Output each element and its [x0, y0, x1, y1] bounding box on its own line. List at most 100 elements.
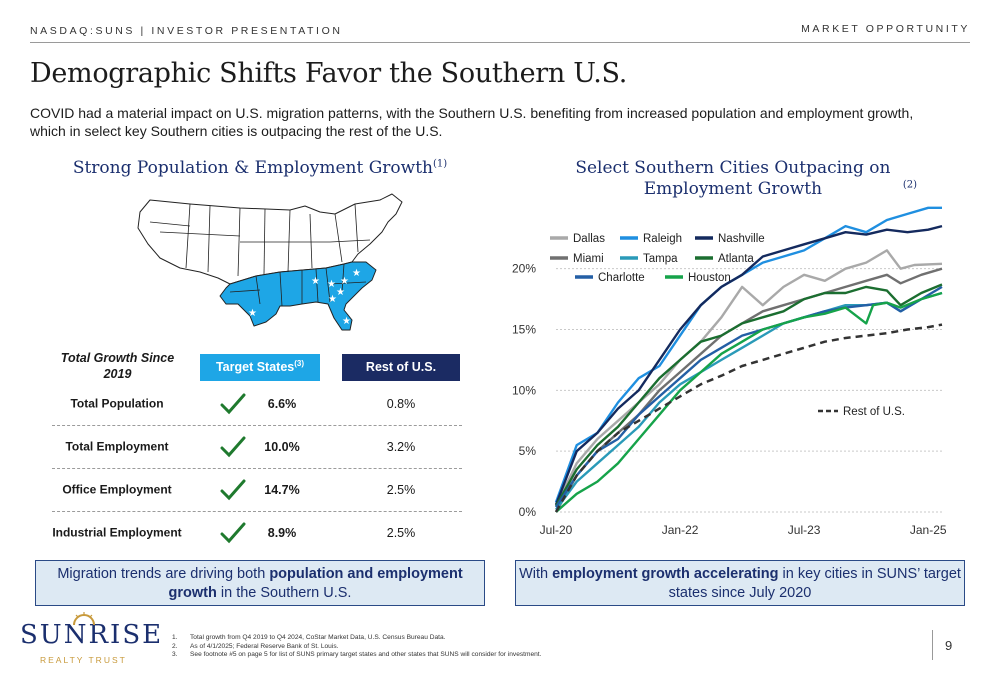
row-label: Office Employment — [62, 482, 172, 496]
callout-bold: employment growth accelerating — [552, 566, 779, 582]
right-section-heading: Select Southern Cities Outpacing on Empl… — [515, 158, 965, 200]
right-heading-sup: (2) — [902, 179, 918, 191]
callout-text: in key cities in SUNS’ target states sin… — [668, 566, 961, 601]
table-corner-label: Total Growth Since 2019 — [60, 351, 175, 381]
series-line-raleigh — [554, 206, 942, 503]
series-line-dallas — [554, 249, 943, 507]
series-line-rest-of-u-s- — [554, 323, 943, 513]
table-row: Office Employment 14.7% 2.5% — [52, 468, 462, 511]
footnote-text: Total growth from Q4 2019 to Q4 2024, Co… — [190, 634, 446, 641]
legend-label: Tampa — [643, 253, 678, 265]
rest-value: 2.5% — [386, 525, 416, 540]
row-divider — [52, 468, 462, 469]
target-value: 10.0% — [264, 439, 300, 454]
map-star-icon: ★ — [340, 276, 349, 287]
table-header-target: Target States(3) — [200, 354, 320, 381]
legend-label: Raleigh — [643, 233, 682, 245]
footnote: 1. Total growth from Q4 2019 to Q4 2024, … — [172, 634, 541, 643]
rest-value: 0.8% — [386, 396, 416, 411]
logo-subtitle: REALTY TRUST — [40, 655, 127, 665]
x-tick-label: Jul-20 — [540, 523, 573, 537]
legend-label: Charlotte — [598, 272, 645, 284]
map-rest-of-us — [137, 193, 403, 285]
legend-label: Atlanta — [718, 253, 754, 265]
callout-bold: population and employment growth — [168, 566, 463, 601]
logo-wordmark: SUNRISE — [20, 620, 164, 650]
table-row: Total Population 6.6% 0.8% — [52, 382, 462, 425]
y-tick-label: 15% — [512, 323, 536, 337]
x-tick-label: Jul-23 — [788, 523, 821, 537]
legend-label: Nashville — [718, 233, 765, 245]
row-divider — [52, 511, 462, 512]
map-star-icon: ★ — [328, 294, 337, 305]
target-value: 8.9% — [267, 525, 297, 540]
map-star-icon: ★ — [248, 308, 257, 319]
legend-label: Miami — [573, 253, 604, 265]
legend-label: Houston — [688, 272, 731, 284]
table-header-rest: Rest of U.S. — [342, 354, 460, 381]
y-tick-label: 10% — [512, 383, 536, 397]
right-heading-text: Select Southern Cities Outpacing on Empl… — [575, 158, 891, 199]
table-row: Industrial Employment 8.9% 2.5% — [52, 511, 462, 554]
row-label: Total Population — [70, 396, 164, 410]
table-row: Total Employment 10.0% 3.2% — [52, 425, 462, 468]
x-tick-label: Jan-22 — [662, 523, 699, 537]
row-label: Industrial Employment — [52, 525, 182, 539]
page-subtitle: COVID had a material impact on U.S. migr… — [30, 105, 914, 139]
y-tick-label: 0% — [519, 505, 537, 519]
footnote-number: 2. — [172, 642, 178, 650]
left-heading-text: Strong Population & Employment Growth — [72, 158, 433, 178]
footnote-text: As of 4/1/2025; Federal Reserve Bank of … — [190, 642, 339, 650]
footnote-number: 1. — [172, 634, 178, 641]
page-title: Demographic Shifts Favor the Southern U.… — [30, 58, 627, 89]
target-header-text: Target States — [215, 360, 295, 374]
series-line-houston — [555, 291, 943, 513]
page-number-divider — [932, 630, 933, 660]
left-heading-sup: (1) — [433, 158, 448, 170]
callout-text: in the Southern U.S. — [216, 585, 352, 601]
footnote: 3. See footnote #5 on page 5 for list of … — [172, 651, 541, 660]
footnotes: 1. Total growth from Q4 2019 to Q4 2024, … — [172, 634, 541, 660]
left-callout: Migration trends are driving both popula… — [35, 560, 485, 606]
map-star-icon: ★ — [327, 279, 336, 290]
map-star-icon: ★ — [342, 316, 351, 327]
footnote: 2. As of 4/1/2025; Federal Reserve Bank o… — [172, 643, 541, 652]
checkmark-icon — [220, 393, 246, 414]
map-star-icon: ★ — [352, 268, 361, 279]
header-left: NASDAQ:SUNS | INVESTOR PRESENTATION — [30, 25, 343, 37]
page-number: 9 — [945, 638, 953, 653]
series-line-miami — [554, 267, 943, 513]
series-line-atlanta — [554, 283, 943, 507]
map-star-icon: ★ — [311, 276, 320, 287]
legend-label: Rest of U.S. — [843, 406, 905, 418]
map-star-icon: ★ — [336, 287, 345, 298]
left-section-heading: Strong Population & Employment Growth(1) — [30, 158, 490, 179]
row-divider — [52, 425, 462, 426]
employment-line-chart: 0% 5% 10% 15% 20% Jul-20 Jan-22 Jul-23 Jan-25 Dal… — [512, 206, 947, 537]
checkmark-icon — [220, 522, 246, 543]
series-line-tampa — [555, 291, 943, 511]
footnote-text: See footnote #5 on page 5 for list of SU… — [190, 651, 542, 659]
target-value: 6.6% — [267, 396, 297, 411]
footnote-number: 3. — [172, 651, 178, 659]
sun-logo-icon — [73, 612, 95, 626]
row-label: Total Employment — [65, 439, 169, 453]
y-tick-label: 5% — [519, 444, 537, 458]
checkmark-icon — [220, 479, 246, 500]
y-tick-label: 20% — [512, 262, 536, 276]
top-bar: NASDAQ:SUNS | INVESTOR PRESENTATION MARK… — [30, 23, 970, 43]
map-target-states — [219, 261, 377, 331]
checkmark-icon — [220, 436, 246, 457]
legend-label: Dallas — [573, 233, 605, 245]
target-value: 14.7% — [264, 482, 300, 497]
us-map: ★ ★ ★ ★ ★ ★ ★ ★ — [137, 193, 403, 331]
series-line-nashville — [554, 224, 943, 506]
x-tick-label: Jan-25 — [910, 523, 947, 537]
callout-text: With — [519, 566, 553, 582]
right-callout: With employment growth accelerating in k… — [515, 560, 965, 606]
target-header-sup: (3) — [294, 358, 305, 368]
rest-value: 2.5% — [386, 482, 416, 497]
rest-value: 3.2% — [386, 439, 416, 454]
header-right: MARKET OPPORTUNITY — [801, 23, 970, 35]
callout-text: Migration trends are driving both — [57, 566, 270, 582]
